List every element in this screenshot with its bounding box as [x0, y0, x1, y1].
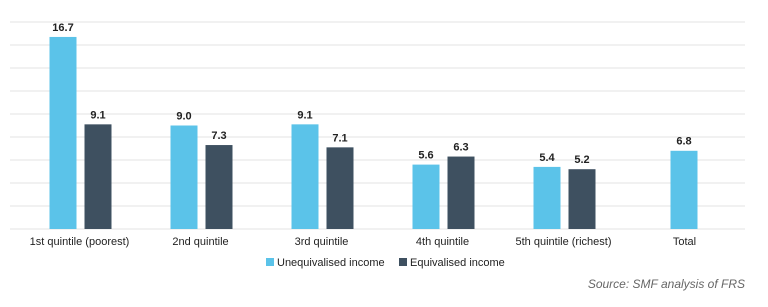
bar — [447, 156, 475, 229]
value-label: 9.1 — [297, 109, 312, 121]
bar — [326, 147, 354, 229]
bar — [670, 150, 698, 229]
value-label: 5.2 — [574, 154, 589, 166]
value-label: 5.6 — [418, 150, 433, 162]
value-label: 16.7 — [52, 22, 73, 34]
x-tick-label: 4th quintile — [416, 236, 469, 248]
value-label: 7.3 — [211, 130, 226, 142]
source-note: Source: SMF analysis of FRS — [588, 277, 745, 291]
x-tick-label: 1st quintile (poorest) — [30, 236, 130, 248]
legend-label: Equivalised income — [410, 257, 505, 269]
bar — [170, 125, 198, 229]
value-label: 9.1 — [90, 109, 105, 121]
bar — [533, 166, 561, 229]
bar — [291, 124, 319, 229]
x-tick-label: 5th quintile (richest) — [516, 236, 612, 248]
bar — [84, 124, 112, 229]
value-label: 7.1 — [332, 132, 347, 144]
value-label: 6.3 — [453, 141, 468, 153]
bar — [412, 164, 440, 229]
legend-swatch — [399, 258, 407, 266]
bar — [568, 169, 596, 229]
bar — [205, 145, 233, 229]
x-tick-label: 2nd quintile — [172, 236, 228, 248]
value-label: 5.4 — [539, 152, 555, 164]
value-label: 9.0 — [176, 110, 191, 122]
bar — [49, 36, 77, 230]
legend-swatch — [266, 258, 274, 266]
legend-label: Unequivalised income — [277, 257, 385, 269]
x-tick-label: 3rd quintile — [295, 236, 349, 248]
value-label: 6.8 — [676, 136, 691, 148]
x-tick-label: Total — [673, 236, 696, 248]
